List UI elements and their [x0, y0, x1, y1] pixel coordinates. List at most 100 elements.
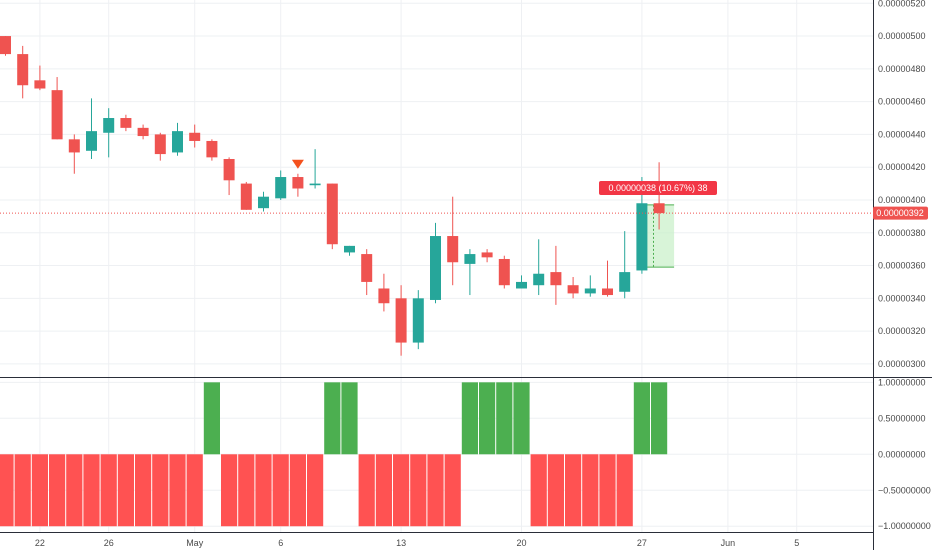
candle-body	[172, 131, 183, 153]
main-pane-grid	[0, 0, 873, 377]
oscillator-bar	[203, 382, 220, 455]
x-tick-label: 22	[35, 538, 45, 548]
oscillator-bar	[410, 454, 427, 527]
y-tick-label: 0.00000320	[878, 326, 926, 336]
current-price-label: 0.00000392	[876, 208, 924, 218]
oscillator-bar	[633, 382, 650, 455]
oscillator-bar	[31, 454, 48, 527]
y-tick-label: 0.00000000	[878, 449, 926, 459]
oscillator-bar	[358, 454, 375, 527]
y-tick-label: −1.00000000	[878, 521, 931, 531]
candle-body	[533, 273, 545, 286]
oscillator-bar	[117, 454, 134, 527]
x-tick-label: 13	[396, 538, 406, 548]
candle-body	[258, 196, 269, 209]
oscillator-bar	[135, 454, 152, 527]
x-tick-label: 27	[637, 538, 647, 548]
oscillator-bar	[565, 454, 582, 527]
x-tick-label: 6	[278, 538, 283, 548]
oscillator-bar	[582, 454, 599, 527]
y-tick-label: 0.00000340	[878, 293, 926, 303]
oscillator-bar	[616, 454, 633, 527]
candle-body	[309, 183, 321, 186]
candle-body	[447, 236, 459, 263]
candlestick-series	[0, 36, 665, 356]
y-tick-label: 0.00000360	[878, 261, 926, 271]
x-tick-label: 26	[104, 538, 114, 548]
candle-body	[550, 272, 562, 286]
candle-body	[619, 272, 631, 292]
candle-body	[395, 298, 407, 343]
candle-body	[344, 245, 355, 253]
oscillator-bar	[375, 454, 392, 527]
candle-body	[223, 158, 235, 181]
y-tick-label: 0.00000400	[878, 195, 926, 205]
oscillator-bar	[479, 382, 496, 455]
candle-body	[103, 118, 115, 133]
oscillator-bar	[307, 454, 324, 527]
oscillator-bar	[255, 454, 272, 527]
candle-body	[34, 80, 46, 89]
candle-body	[584, 288, 596, 294]
candle-body	[326, 183, 338, 245]
axis-labels: 0.00000300 0.00000320 0.00000340 0.00000360…	[35, 0, 931, 548]
candle-body	[86, 131, 97, 151]
oscillator-bar	[341, 382, 358, 455]
x-tick-label: Jun	[721, 538, 736, 548]
candle-body	[412, 298, 424, 343]
signal-markers	[291, 159, 304, 169]
oscillator-bar	[49, 454, 66, 527]
oscillator-bar	[221, 454, 238, 527]
y-tick-label: 0.00000480	[878, 64, 926, 74]
candle-body	[464, 254, 476, 264]
y-tick-label: 0.00000380	[878, 228, 926, 238]
oscillator-bar	[513, 382, 530, 455]
oscillator-bar	[444, 454, 461, 527]
oscillator-bar	[599, 454, 616, 527]
oscillator-bar	[427, 454, 444, 527]
oscillator-bar	[324, 382, 341, 455]
candle-body	[602, 288, 613, 296]
measure-label: 0.00000038 (10.67%) 38	[608, 183, 707, 193]
oscillator-bar	[547, 454, 564, 527]
measure-badge: 0.00000038 (10.67%) 38	[599, 181, 717, 195]
oscillator-bar	[152, 454, 169, 527]
oscillator-bar	[14, 454, 31, 527]
candle-body	[361, 254, 373, 282]
y-tick-label: 0.00000300	[878, 359, 926, 369]
candle-body	[653, 203, 665, 214]
candle-body	[292, 177, 304, 189]
oscillator-series	[0, 382, 668, 527]
x-tick-label: 20	[516, 538, 526, 548]
candle-body	[51, 90, 63, 140]
y-tick-label: 0.00000420	[878, 162, 926, 172]
y-tick-label: 0.00000460	[878, 97, 926, 107]
oscillator-bar	[83, 454, 100, 527]
x-tick-label: 5	[794, 538, 799, 548]
oscillator-bar	[238, 454, 255, 527]
signal-marker	[291, 159, 304, 169]
candle-body	[481, 252, 493, 258]
candle-body	[17, 54, 29, 86]
y-tick-label: 0.00000520	[878, 0, 926, 8]
oscillator-bar	[272, 454, 289, 527]
oscillator-bar	[496, 382, 513, 455]
candle-body	[430, 236, 441, 300]
candle-body	[498, 258, 510, 286]
candle-body	[0, 36, 11, 55]
oscillator-bar	[461, 382, 478, 455]
candle-body	[189, 132, 201, 141]
current-price-badge: 0.00000392	[873, 206, 928, 220]
candle-body	[240, 183, 252, 210]
oscillator-bar	[169, 454, 186, 527]
candle-body	[206, 140, 218, 158]
y-tick-label: 0.50000000	[878, 413, 926, 423]
candle-body	[120, 118, 132, 128]
candle-body	[275, 177, 287, 199]
candle-body	[516, 281, 527, 289]
candle-body	[68, 139, 80, 153]
candle-body	[137, 127, 149, 137]
y-tick-label: −0.50000000	[878, 485, 931, 495]
